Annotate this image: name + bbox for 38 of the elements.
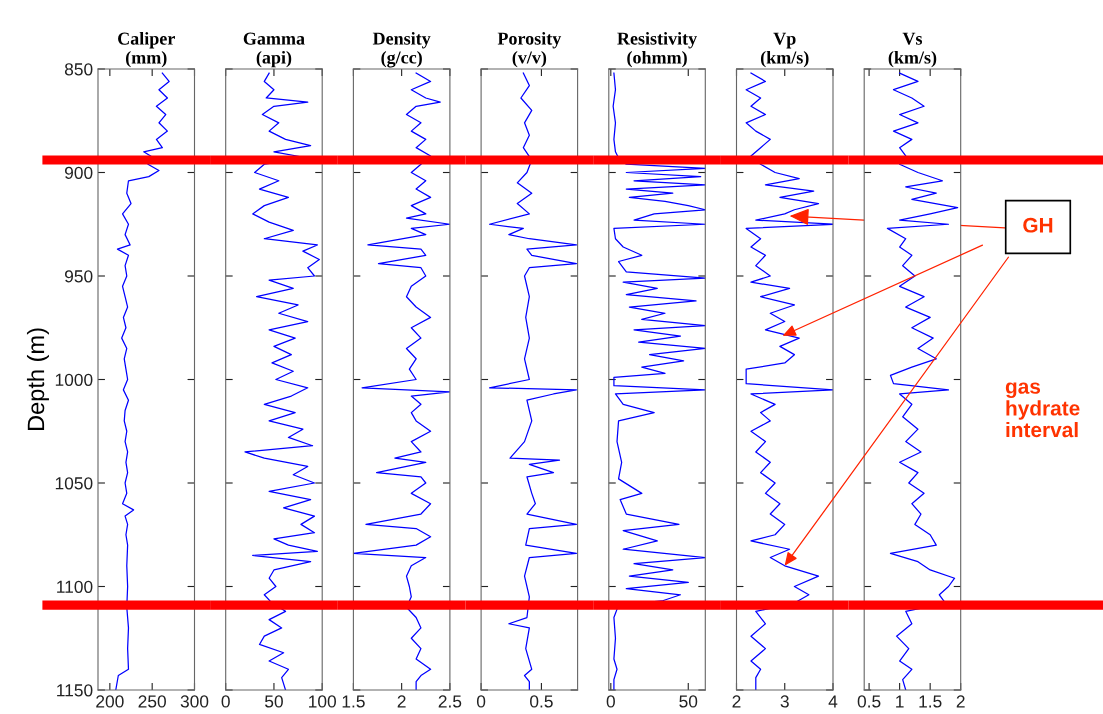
y-tick-label: 1150	[57, 684, 93, 697]
x-tick-label: 3	[780, 695, 789, 708]
x-tick-label: 0	[606, 695, 615, 708]
x-tick-label: 4	[828, 695, 838, 708]
chart-title: Gamma (api)	[243, 32, 305, 68]
x-tick-label: 200	[96, 695, 124, 708]
x-tick-label: 300	[180, 695, 209, 708]
y-tick-label: 1100	[57, 580, 93, 593]
x-tick-label: 2	[397, 695, 406, 708]
x-tick-label: 50	[264, 695, 283, 708]
chart-title: Resistivity (ohmm)	[617, 31, 697, 68]
y-tick-label: 1000	[55, 373, 93, 386]
chart-title: Caliper (mm)	[118, 32, 175, 68]
x-tick-label: 250	[138, 695, 166, 708]
x-tick-label: 2	[732, 695, 741, 708]
y-tick-label: 850	[64, 63, 93, 76]
x-tick-label: 100	[309, 695, 337, 708]
y-tick-label: 900	[64, 166, 93, 179]
x-tick-label: 0	[221, 695, 230, 708]
chart-title: Density (g/cc)	[372, 31, 431, 68]
y-axis-title: Depth (m)	[26, 328, 49, 431]
chart-title: Vs (km/s)	[888, 32, 937, 68]
line-series	[115, 72, 170, 690]
x-tick-label: 0.5	[857, 695, 881, 708]
x-tick-label: 1.5	[342, 695, 365, 708]
x-tick-label: 50	[679, 695, 698, 708]
x-tick-label: 2.5	[438, 695, 462, 708]
x-tick-label: 1	[896, 695, 904, 708]
x-tick-label: 0.5	[530, 695, 553, 708]
y-tick-label: 1050	[55, 477, 93, 490]
annotation: GH	[1023, 217, 1053, 233]
x-tick-label: 2	[956, 695, 965, 708]
x-tick-label: 0	[476, 695, 486, 708]
text: gas hydrate interval	[1005, 382, 1080, 438]
y-tick-label: 950	[64, 270, 93, 283]
chart-title: Vp (km/s)	[760, 32, 809, 68]
x-tick-label: 1.5	[919, 695, 942, 708]
chart-title: Porosity (v/v)	[497, 31, 562, 68]
